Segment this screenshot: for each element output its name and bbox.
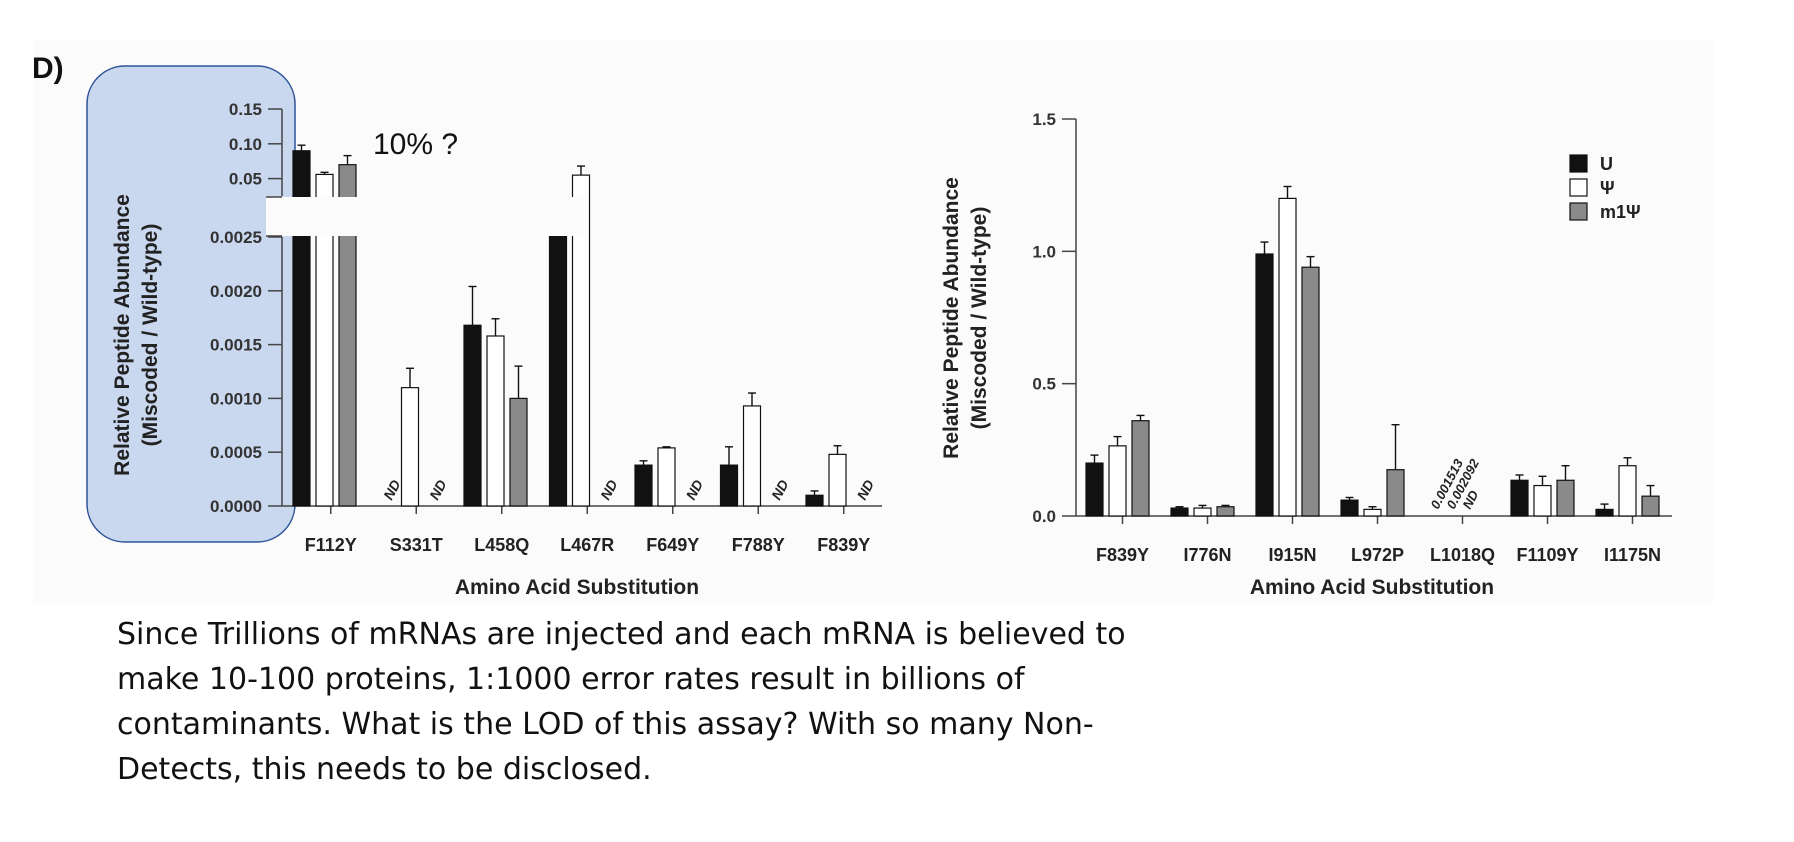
left-y-tick-label: 0.10 (229, 135, 262, 154)
right-x-axis-title: Amino Acid Substitution (1250, 576, 1494, 599)
left-bar-u-f649y (634, 464, 653, 507)
left-x-tick-label: F649Y (646, 535, 699, 555)
left-x-axis-title: Amino Acid Substitution (455, 576, 699, 599)
right-y-tick-label: 1.0 (1032, 242, 1056, 261)
left-x-tick-label: L467R (560, 535, 614, 555)
left-y-tick-label: 0.15 (229, 100, 262, 119)
right-bar-psi-i915n (1278, 197, 1297, 517)
left-x-tick-label: F839Y (817, 535, 870, 555)
right-bar-psi-i776n (1193, 507, 1212, 517)
left-bar-u-f788y (719, 464, 739, 507)
left-chart: 0.0000 0.0005 0.0010 0.0015 0.0020 0.0025 0.05… (111, 100, 882, 599)
left-y-tick-label: 0.0005 (210, 443, 262, 462)
left-bar-psi-s331t (400, 387, 420, 507)
right-x-tick-label: F839Y (1096, 545, 1149, 565)
right-x-tick-label: I776N (1183, 545, 1231, 565)
right-bar-m1psi-l972p (1386, 469, 1405, 517)
right-y-tick-label: 1.5 (1032, 110, 1056, 129)
left-x-tick-label: F788Y (732, 535, 785, 555)
right-bar-m1psi-f839y (1131, 420, 1150, 517)
figure-background (33, 40, 1713, 605)
right-y-tick-label: 0.5 (1032, 375, 1056, 394)
right-x-tick-label: I915N (1268, 545, 1316, 565)
right-bar-psi-f839y (1108, 445, 1127, 517)
legend-label-psi: Ψ (1600, 178, 1615, 198)
right-x-tick-label: L1018Q (1430, 545, 1495, 565)
right-y-axis-title-line1: Relative Peptide Abundance (940, 177, 963, 459)
left-y-tick-label: 0.0020 (210, 282, 262, 301)
legend-label-u: U (1600, 154, 1613, 174)
left-y-tick-label: 0.0025 (210, 228, 262, 247)
left-y-tick-label: 0.0010 (210, 389, 262, 408)
right-bar-u-l972p (1340, 499, 1359, 517)
left-bar-psi-f649y (657, 447, 676, 507)
legend-swatch-u (1569, 154, 1588, 173)
right-bar-psi-l972p (1363, 508, 1382, 517)
left-bar-u-l467r (548, 205, 568, 507)
annotation-10-percent: 10% ? (373, 128, 458, 161)
right-bar-m1psi-i1175n (1641, 495, 1660, 517)
left-bar-u-l458q (463, 324, 482, 507)
right-bar-u-i915n (1255, 253, 1274, 517)
right-bar-u-i1175n (1595, 508, 1614, 517)
right-y-tick-label: 0.0 (1032, 507, 1056, 526)
left-x-tick-label: L458Q (474, 535, 529, 555)
left-bar-psi-f839y (828, 453, 847, 507)
right-bar-m1psi-i776n (1216, 506, 1235, 517)
right-bar-u-f839y (1085, 462, 1104, 517)
left-x-tick-label: F112Y (305, 535, 357, 555)
left-y-tick-label: 0.0015 (210, 336, 262, 355)
right-x-tick-label: F1109Y (1516, 545, 1578, 565)
right-bar-m1psi-f1109y (1556, 479, 1575, 517)
left-axis-break (266, 197, 586, 236)
legend-swatch-psi (1569, 178, 1588, 197)
panel-label: D) (32, 52, 64, 85)
right-bar-psi-i1175n (1618, 465, 1637, 517)
right-bar-u-f1109y (1510, 479, 1529, 517)
caption-text: Since Trillions of mRNAs are injected an… (117, 617, 1126, 787)
right-x-tick-label: I1175N (1604, 545, 1661, 565)
left-bar-m1psi-l458q (509, 397, 528, 507)
right-y-axis-title-line2: (Miscoded / Wild-type) (968, 207, 991, 430)
legend-swatch-m1psi (1569, 202, 1588, 221)
legend-label-m1psi: m1Ψ (1600, 202, 1641, 222)
left-x-tick-label: S331T (390, 535, 443, 555)
left-y-axis-title-line2: (Miscoded / Wild-type) (139, 224, 162, 447)
left-y-tick-label: 0.0000 (210, 497, 262, 516)
right-bar-m1psi-i915n (1301, 266, 1320, 517)
left-bar-u-f839y (805, 494, 824, 507)
left-bar-psi-f788y (742, 405, 762, 507)
left-y-axis-title-line1: Relative Peptide Abundance (111, 194, 134, 476)
left-bar-psi-l458q (486, 335, 505, 507)
right-bar-u-i776n (1170, 507, 1189, 517)
left-y-tick-label: 0.05 (229, 170, 262, 189)
right-bar-psi-f1109y (1533, 484, 1552, 517)
right-x-tick-label: L972P (1351, 545, 1404, 565)
